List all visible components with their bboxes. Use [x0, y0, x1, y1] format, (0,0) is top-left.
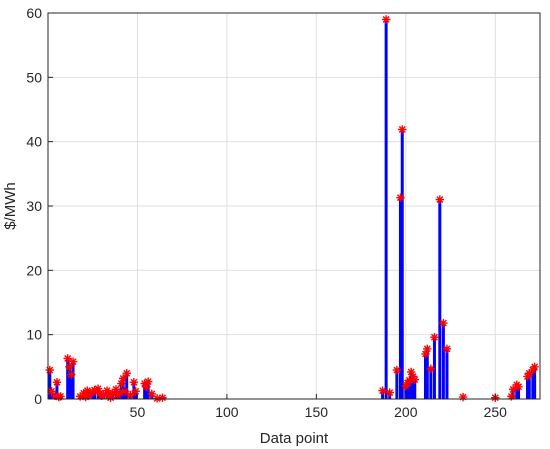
asterisk-marker	[45, 365, 54, 375]
asterisk-marker	[120, 387, 130, 396]
asterisk-marker	[385, 388, 394, 397]
asterisk-marker	[122, 369, 131, 378]
asterisk-marker	[129, 378, 139, 387]
asterisk-marker	[423, 344, 432, 354]
y-tick-label: 10	[26, 327, 42, 343]
asterisk-marker	[381, 15, 391, 24]
asterisk-marker	[435, 195, 445, 204]
y-tick-label: 60	[26, 5, 42, 21]
y-tick-label: 40	[26, 134, 42, 150]
x-tick-label: 150	[305, 404, 329, 420]
x-tick-label: 50	[130, 404, 146, 420]
asterisk-marker	[396, 193, 405, 202]
y-tick-label: 50	[26, 69, 42, 85]
asterisk-marker	[143, 377, 153, 386]
asterisk-marker	[410, 375, 419, 384]
asterisk-marker	[426, 364, 436, 373]
x-axis-ticks: 50 100 150 200 250	[130, 394, 507, 420]
asterisk-marker	[63, 354, 72, 363]
asterisk-marker	[530, 362, 539, 372]
asterisk-marker	[508, 385, 518, 394]
asterisk-marker	[507, 392, 516, 401]
x-tick-label: 250	[484, 404, 508, 420]
asterisk-marker	[68, 357, 78, 366]
x-axis-label: Data point	[260, 430, 329, 447]
asterisk-marker	[378, 386, 387, 395]
asterisk-marker	[442, 344, 452, 354]
y-axis-label: $/MWh	[2, 182, 19, 230]
asterisk-marker	[439, 318, 448, 328]
asterisk-marker	[67, 370, 76, 379]
x-tick-label: 100	[215, 404, 239, 420]
y-tick-label: 30	[26, 198, 42, 214]
y-tick-label: 20	[26, 262, 42, 278]
asterisk-marker	[126, 390, 135, 400]
asterisk-marker	[514, 382, 523, 391]
asterisk-marker	[83, 386, 92, 395]
marker-series	[45, 15, 539, 403]
asterisk-marker	[118, 374, 128, 383]
asterisk-marker	[458, 392, 468, 402]
asterisk-marker	[65, 362, 74, 372]
asterisk-marker	[52, 378, 62, 387]
asterisk-marker	[392, 365, 402, 375]
x-tick-label: 200	[394, 404, 418, 420]
y-axis-ticks: 0 10 20 30 40 50 60	[26, 5, 53, 407]
asterisk-marker	[430, 333, 439, 342]
asterisk-marker	[158, 393, 167, 402]
asterisk-marker	[131, 387, 140, 396]
grid-lines	[48, 12, 540, 400]
asterisk-marker	[398, 125, 407, 134]
y-tick-label: 0	[34, 391, 42, 407]
